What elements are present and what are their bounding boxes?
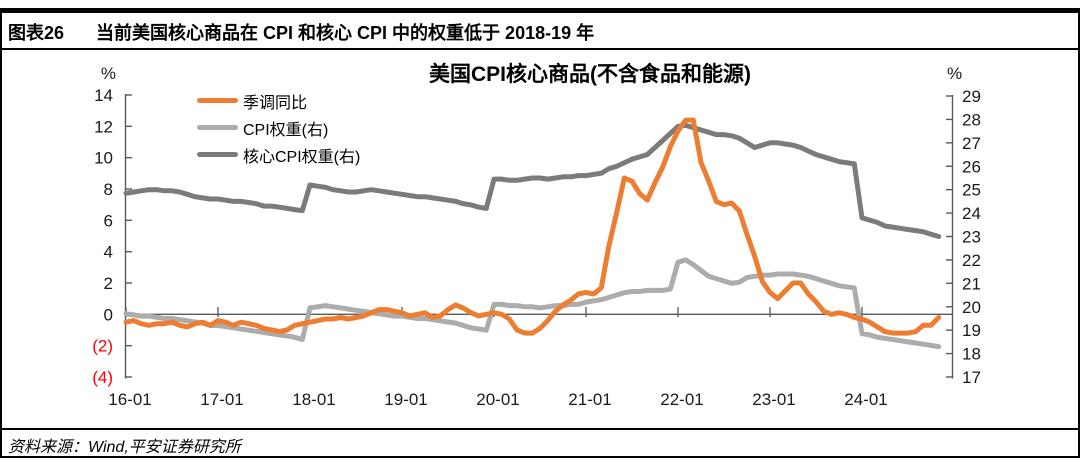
right-axis-tick-label: 27 xyxy=(962,134,981,153)
right-axis-tick-label: 17 xyxy=(962,368,981,387)
right-axis-tick-label: 29 xyxy=(962,87,981,106)
series-line-1 xyxy=(123,257,942,350)
source-text: 资料来源：Wind,平安证券研究所 xyxy=(8,439,241,456)
x-axis-tick-label: 20-01 xyxy=(476,390,519,409)
left-axis-tick-label: (4) xyxy=(92,368,113,387)
footer-top-rule xyxy=(0,428,1080,430)
x-axis-tick-label: 21-01 xyxy=(568,390,611,409)
x-axis-tick-label: 19-01 xyxy=(384,390,427,409)
figure-number: 图表26 xyxy=(8,23,65,43)
x-axis-tick-label: 22-01 xyxy=(660,390,703,409)
left-axis-tick-label: 8 xyxy=(104,180,113,199)
left-axis-tick-label: 14 xyxy=(94,86,113,105)
left-axis-tick-label: 12 xyxy=(94,117,113,136)
right-axis-tick-label: 23 xyxy=(962,228,981,247)
legend-line-sample-orange xyxy=(197,98,238,103)
x-axis-tick-label: 17-01 xyxy=(200,390,243,409)
legend-label: CPI权重(右) xyxy=(243,121,329,139)
right-axis-tick-label: 28 xyxy=(962,110,981,129)
frame-right-border xyxy=(1078,8,1080,458)
right-axis-tick-label: 18 xyxy=(962,345,981,364)
x-axis-tick-label: 24-01 xyxy=(844,390,887,409)
right-axis-unit-label: % xyxy=(947,64,962,83)
figure-header: 图表26 当前美国核心商品在 CPI 和核心 CPI 中的权重低于 2018-1… xyxy=(8,19,594,45)
left-axis-tick-label: 0 xyxy=(104,305,113,324)
legend-line-sample-light-gray xyxy=(197,125,238,130)
x-axis-tick-label: 16-01 xyxy=(108,390,151,409)
series-line-0 xyxy=(123,117,942,336)
legend-label: 季调同比 xyxy=(243,94,308,112)
left-axis-tick-label: 4 xyxy=(104,243,113,262)
series-line-2 xyxy=(123,122,942,239)
x-axis-tick-label: 23-01 xyxy=(752,390,795,409)
legend-label: 核心CPI权重(右) xyxy=(243,148,361,166)
legend-line-sample-dark-gray xyxy=(197,152,238,157)
x-axis-tick-label: 18-01 xyxy=(292,390,335,409)
right-axis-tick-label: 26 xyxy=(962,157,981,176)
left-axis-tick-label: 6 xyxy=(104,211,113,230)
right-axis-tick-label: 22 xyxy=(962,251,981,270)
right-axis-tick-label: 24 xyxy=(962,204,981,223)
header-bottom-rule xyxy=(0,48,1080,50)
right-axis-tick-label: 25 xyxy=(962,181,981,200)
chart-legend: 季调同比 CPI权重(右) 核心CPI权重(右) xyxy=(197,87,360,168)
right-axis-tick-label: 21 xyxy=(962,274,981,293)
figure-title: 当前美国核心商品在 CPI 和核心 CPI 中的权重低于 2018-19 年 xyxy=(96,23,595,43)
left-axis-unit-label: % xyxy=(101,64,116,83)
left-axis-tick-label: 10 xyxy=(94,149,113,168)
frame-left-border xyxy=(0,8,2,458)
chart-title: 美国CPI核心商品(不含食品和能源) xyxy=(429,63,751,86)
left-axis-tick-label: (2) xyxy=(92,337,113,356)
frame-bottom-rule xyxy=(0,456,1080,458)
legend-item-seasonal-yoy: 季调同比 xyxy=(197,87,360,114)
legend-item-cpi-weight: CPI权重(右) xyxy=(197,114,360,141)
legend-item-core-cpi-weight: 核心CPI权重(右) xyxy=(197,141,360,168)
right-axis-tick-label: 20 xyxy=(962,298,981,317)
right-axis-tick-label: 19 xyxy=(962,321,981,340)
frame-top-rule xyxy=(0,8,1080,13)
left-axis-tick-label: 2 xyxy=(104,274,113,293)
